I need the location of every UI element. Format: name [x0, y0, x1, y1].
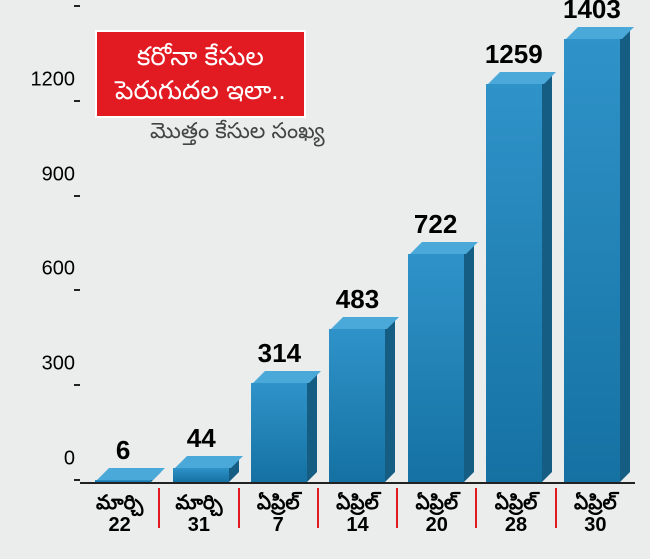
y-tick-mark — [74, 100, 80, 102]
bar-front — [564, 39, 620, 482]
bar: 44 — [173, 468, 229, 482]
x-axis-label: ఏప్రిల్30 — [556, 486, 635, 544]
bar-value-label: 722 — [414, 209, 457, 240]
x-axis-label: మార్చి31 — [159, 486, 238, 544]
x-axis-label: ఏప్రిల్28 — [476, 486, 555, 544]
x-label-month: మార్చి — [159, 492, 238, 514]
y-tick-label: 0 — [20, 448, 75, 471]
x-label-day: 7 — [239, 514, 318, 536]
bar-slot: 483 — [318, 10, 396, 482]
chart-title-box: కరోనా కేసుల పెరుగుదల ఇలా.. — [95, 30, 306, 118]
y-tick-label: 300 — [20, 353, 75, 376]
bar-side — [464, 244, 474, 482]
x-label-month: ఏప్రిల్ — [556, 492, 635, 514]
x-label-day: 31 — [159, 514, 238, 536]
bar-front — [173, 468, 229, 482]
y-tick-mark — [74, 5, 80, 7]
x-label-day: 30 — [556, 514, 635, 536]
bar-front — [251, 383, 307, 482]
bar-value-label: 1259 — [485, 39, 543, 70]
bar-slot: 722 — [397, 10, 475, 482]
title-line-1: కరోనా కేసుల — [115, 40, 286, 74]
bar: 483 — [329, 329, 385, 482]
x-label-month: ఏప్రిల్ — [397, 492, 476, 514]
chart-container: కరోనా కేసుల పెరుగుదల ఇలా.. మొత్తం కేసుల … — [20, 10, 635, 544]
bar-side — [385, 319, 395, 482]
x-label-month: ఏప్రిల్ — [239, 492, 318, 514]
bar-value-label: 44 — [187, 423, 216, 454]
x-axis-label: ఏప్రిల్14 — [318, 486, 397, 544]
x-axis-label: మార్చి22 — [80, 486, 159, 544]
x-label-month: ఏప్రిల్ — [476, 492, 555, 514]
chart-subtitle: మొత్తం కేసుల సంఖ్య — [150, 118, 325, 149]
x-label-day: 14 — [318, 514, 397, 536]
bar: 6 — [95, 480, 151, 482]
bar-front — [95, 480, 151, 482]
title-line-2: పెరుగుదల ఇలా.. — [115, 74, 286, 108]
bar-front — [408, 254, 464, 482]
bar-front — [329, 329, 385, 482]
bar: 722 — [408, 254, 464, 482]
y-tick-mark — [74, 195, 80, 197]
bar-side — [620, 29, 630, 482]
bar-value-label: 1403 — [563, 0, 621, 25]
y-tick-mark — [74, 384, 80, 386]
bar-top — [97, 468, 165, 480]
y-tick-label: 1200 — [20, 68, 75, 91]
x-label-day: 22 — [80, 514, 159, 536]
bar-slot: 1403 — [553, 10, 631, 482]
bar: 1403 — [564, 39, 620, 482]
x-labels-row: మార్చి22మార్చి31ఏప్రిల్7ఏప్రిల్14ఏప్రిల్… — [80, 486, 635, 544]
bar-front — [486, 84, 542, 482]
x-axis-label: ఏప్రిల్20 — [397, 486, 476, 544]
bar-value-label: 314 — [258, 338, 301, 369]
y-tick-label: 900 — [20, 163, 75, 186]
bar-top — [566, 27, 634, 39]
bar-slot: 1259 — [475, 10, 553, 482]
bar-side — [307, 373, 317, 482]
y-tick-label: 600 — [20, 258, 75, 281]
x-label-month: ఏప్రిల్ — [318, 492, 397, 514]
bar: 314 — [251, 383, 307, 482]
bar: 1259 — [486, 84, 542, 482]
bar-side — [542, 74, 552, 482]
bar-top — [488, 72, 556, 84]
bar-value-label: 6 — [116, 435, 130, 466]
x-label-day: 20 — [397, 514, 476, 536]
bar-top — [410, 242, 478, 254]
x-label-month: మార్చి — [80, 492, 159, 514]
x-label-day: 28 — [476, 514, 555, 536]
y-tick-mark — [74, 289, 80, 291]
bar-value-label: 483 — [336, 284, 379, 315]
y-tick-mark — [74, 479, 80, 481]
x-axis-label: ఏప్రిల్7 — [239, 486, 318, 544]
